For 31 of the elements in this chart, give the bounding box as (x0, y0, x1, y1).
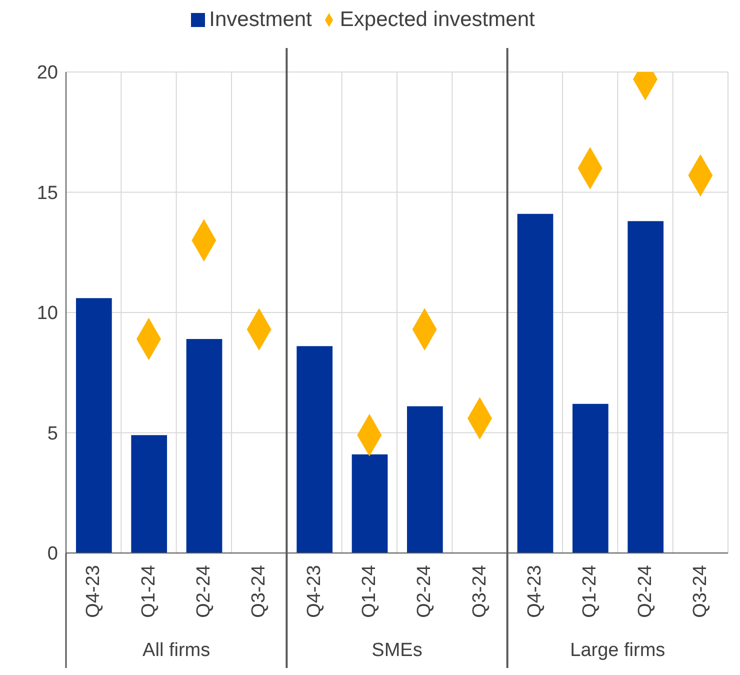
bar (76, 298, 112, 553)
x-tick-label: Q2-24 (634, 564, 656, 618)
x-tick-label: Q3-24 (690, 564, 711, 618)
text: SMEs (372, 640, 422, 661)
x-tick-label: Q4-23 (304, 565, 325, 618)
legend-label: Expected investment (340, 8, 535, 31)
y-tick-label: 0 (47, 544, 58, 565)
bar (186, 338, 222, 553)
y-tick-label: 15 (36, 182, 58, 204)
x-tick-label: Q4-23 (524, 565, 546, 618)
x-tick-label: Q1-24 (358, 564, 380, 618)
bar (517, 214, 554, 553)
y-tick-label: 5 (47, 423, 58, 444)
x-tick-label: Q1-24 (580, 564, 601, 618)
bar (352, 454, 388, 553)
x-tick-label: Q4-23 (83, 565, 104, 618)
bar (131, 435, 168, 553)
text: Large firms (570, 640, 666, 661)
y-tick-label: 10 (36, 303, 58, 324)
text: All firms (142, 640, 210, 661)
x-tick-label: Q2-24 (414, 564, 436, 618)
x-tick-label: Q3-24 (469, 564, 490, 618)
y-tick-label: 20 (36, 62, 58, 84)
x-tick-label: Q2-24 (193, 564, 214, 618)
bar (572, 404, 608, 553)
x-tick-label: Q3-24 (248, 564, 270, 618)
x-tick-label: Q1-24 (138, 564, 160, 618)
bar (296, 346, 333, 553)
bar (407, 406, 443, 553)
legend-label: Investment (209, 8, 312, 31)
bar (628, 221, 664, 553)
